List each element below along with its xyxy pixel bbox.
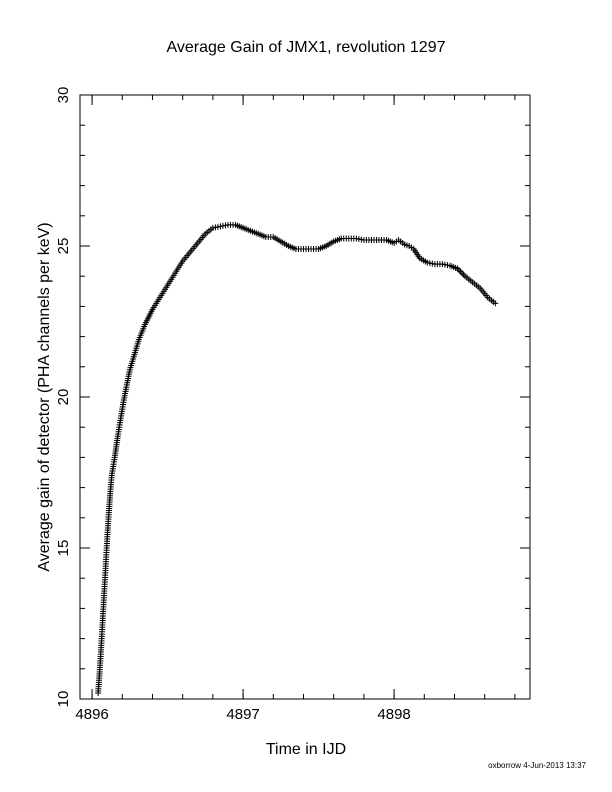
- y-tick-label: 30: [55, 87, 72, 104]
- data-point: [353, 235, 360, 242]
- data-point: [426, 260, 433, 267]
- x-tick-label: 4898: [377, 706, 410, 723]
- data-point: [429, 260, 436, 267]
- x-tick-label: 4896: [75, 706, 108, 723]
- data-point: [457, 268, 464, 275]
- x-axis-label: Time in IJD: [266, 741, 346, 758]
- data-point: [219, 222, 226, 229]
- data-point: [209, 224, 216, 231]
- data-point: [441, 261, 448, 268]
- data-point: [460, 271, 467, 278]
- y-tick-label: 15: [55, 540, 72, 557]
- data-point: [358, 236, 365, 243]
- data-point: [424, 259, 431, 266]
- data-point: [459, 270, 466, 277]
- data-point: [492, 300, 499, 307]
- y-tick-label: 20: [55, 389, 72, 406]
- data-point: [444, 262, 451, 269]
- data-markers: [95, 221, 499, 696]
- y-tick-label: 25: [55, 238, 72, 255]
- data-point: [355, 235, 362, 242]
- data-point: [212, 224, 219, 231]
- data-point: [439, 261, 446, 268]
- axis-ticks: 4896 4897 4898 10 15 20 25 30: [55, 87, 530, 723]
- data-point: [214, 223, 221, 230]
- y-tick-label: 10: [55, 691, 72, 708]
- data-point: [222, 222, 229, 229]
- plot-frame: [79, 94, 531, 700]
- data-point: [217, 223, 224, 230]
- footer-credit: oxborrow 4-Jun-2013 13:37: [488, 761, 586, 770]
- chart-title: Average Gain of JMX1, revolution 1297: [167, 39, 446, 56]
- x-tick-label: 4897: [226, 706, 259, 723]
- y-axis-label: Average gain of detector (PHA channels p…: [36, 222, 53, 571]
